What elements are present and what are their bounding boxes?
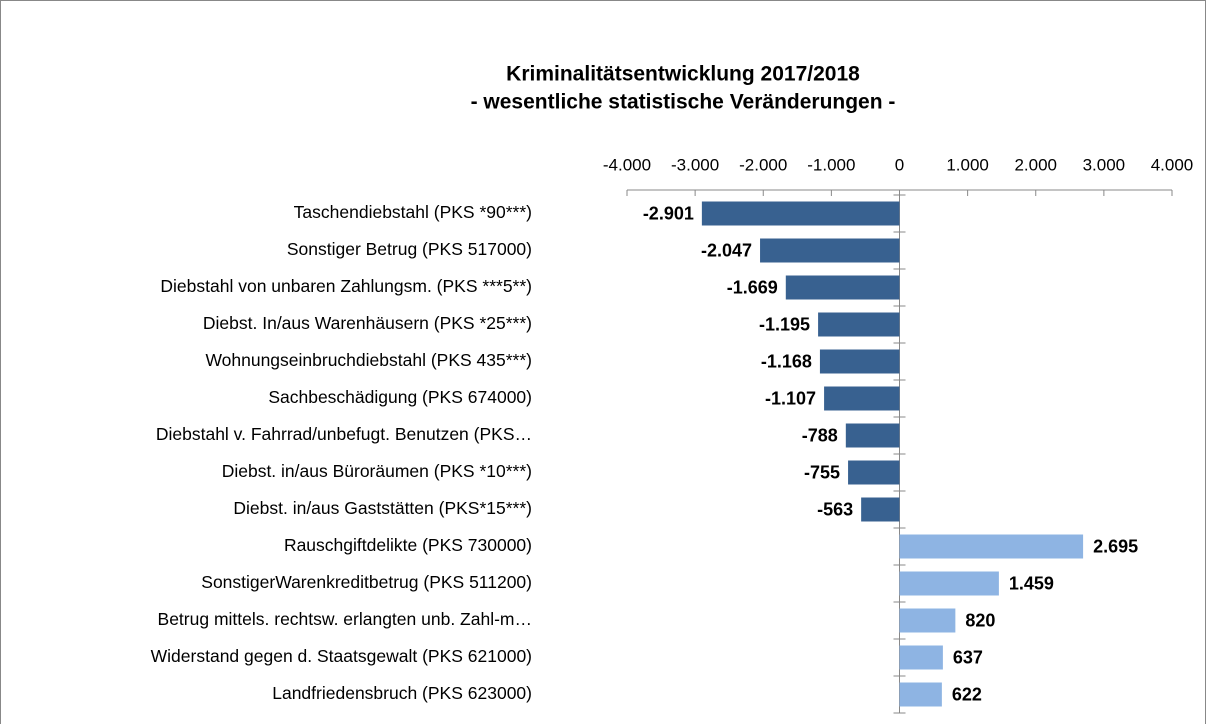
chart-title: Kriminalitätsentwicklung 2017/2018 <box>506 63 860 86</box>
x-tick-label: -3.000 <box>671 155 719 174</box>
bar <box>899 682 942 707</box>
bar <box>861 497 900 522</box>
bar <box>845 423 900 448</box>
x-tick-label: 3.000 <box>1083 155 1126 174</box>
value-label: -1.669 <box>727 277 778 297</box>
value-label: -2.901 <box>643 203 694 223</box>
value-label: -563 <box>817 499 853 519</box>
value-label: 637 <box>953 647 983 667</box>
category-label: Diebst. In/aus Warenhäusern (PKS *25***) <box>203 313 532 333</box>
x-tick-label: -1.000 <box>807 155 855 174</box>
value-label: -1.195 <box>759 314 810 334</box>
bar <box>899 534 1084 559</box>
category-label: SonstigerWarenkreditbetrug (PKS 511200) <box>201 572 532 592</box>
category-label: Diebstahl von unbaren Zahlungsm. (PKS **… <box>160 276 532 296</box>
bar <box>760 238 900 263</box>
x-tick-label: -4.000 <box>603 155 651 174</box>
bar <box>848 460 900 485</box>
category-label: Wohnungseinbruchdiebstahl (PKS 435***) <box>205 350 532 370</box>
category-label: Rauschgiftdelikte (PKS 730000) <box>284 535 532 555</box>
category-label: Betrug mittels. rechtsw. erlangten unb. … <box>158 609 532 629</box>
value-label: -788 <box>802 425 838 445</box>
x-tick-label: 2.000 <box>1014 155 1057 174</box>
x-tick-label: -2.000 <box>739 155 787 174</box>
category-label: Sachbeschädigung (PKS 674000) <box>268 387 532 407</box>
chart-subtitle: - wesentliche statistische Veränderungen… <box>471 91 896 114</box>
value-label: -1.168 <box>761 351 812 371</box>
bar <box>785 275 900 300</box>
x-tick-label: 0 <box>895 155 904 174</box>
bar <box>899 571 999 596</box>
value-label: 1.459 <box>1009 573 1054 593</box>
bar <box>819 349 900 374</box>
value-label: 820 <box>965 610 995 630</box>
bar <box>899 608 956 633</box>
value-label: -2.047 <box>701 240 752 260</box>
value-label: 2.695 <box>1093 536 1138 556</box>
bar <box>899 645 943 670</box>
value-label: -1.107 <box>765 388 816 408</box>
bar <box>818 312 900 337</box>
x-tick-label: 1.000 <box>946 155 989 174</box>
category-label: Diebst. in/aus Büroräumen (PKS *10***) <box>222 461 532 481</box>
category-label: Taschendiebstahl (PKS *90***) <box>294 202 532 222</box>
x-tick-label: 4.000 <box>1151 155 1194 174</box>
value-label: -755 <box>804 462 840 482</box>
category-label: Widerstand gegen d. Staatsgewalt (PKS 62… <box>151 646 532 666</box>
category-label: Diebst. in/aus Gaststätten (PKS*15***) <box>233 498 532 518</box>
value-label: 622 <box>952 684 982 704</box>
bar <box>701 201 900 226</box>
category-label: Diebstahl v. Fahrrad/unbefugt. Benutzen … <box>156 424 532 444</box>
category-label: Sonstiger Betrug (PKS 517000) <box>287 239 532 259</box>
category-label: Landfriedensbruch (PKS 623000) <box>272 683 532 703</box>
bar <box>824 386 900 411</box>
